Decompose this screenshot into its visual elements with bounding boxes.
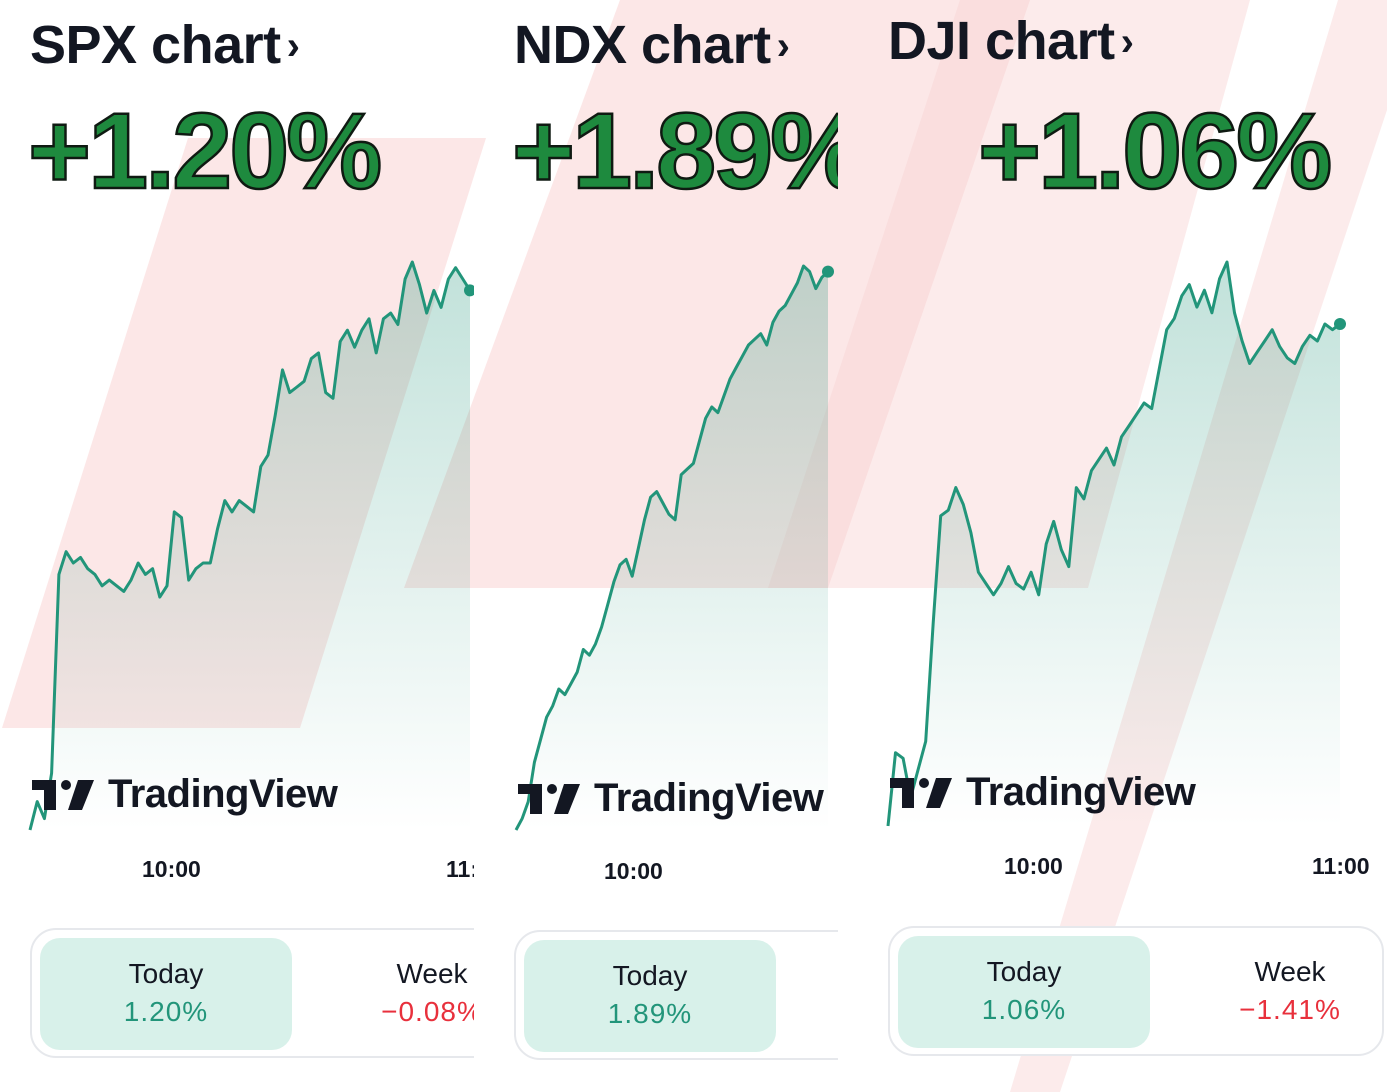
tab-label: Today	[128, 958, 204, 989]
dji-percent-change: +1.06%	[977, 89, 1334, 213]
x-tick-label: 11:00	[1312, 853, 1370, 879]
tab-today[interactable]: Today 1.06%	[898, 936, 1150, 1048]
spx-chart-link[interactable]: SPX chart ›	[30, 14, 300, 76]
chevron-right-icon: ›	[1120, 20, 1134, 64]
tab-today[interactable]: Today 1.20%	[40, 938, 292, 1050]
performance-tabs: Today 1.20% Week −0.08%	[30, 928, 474, 1058]
x-tick-label: 10:00	[1004, 853, 1063, 879]
ndx-chart-link[interactable]: NDX chart ›	[514, 14, 790, 76]
series-area-fill	[516, 266, 828, 830]
series-area-fill	[30, 262, 470, 830]
spx-chart-title: SPX chart	[30, 15, 281, 75]
tradingview-logo-icon	[32, 779, 94, 810]
last-value-dot	[822, 265, 834, 278]
tradingview-wordmark: TradingView	[966, 770, 1196, 814]
tab-week[interactable]: Week −1.41%	[1190, 936, 1387, 1048]
tab-today[interactable]: Today 1.89%	[524, 940, 776, 1052]
last-value-dot	[464, 284, 474, 297]
ndx-panel: NDX chart › +1.89% TradingView 10:00 Toda…	[474, 0, 838, 1092]
tradingview-logo-icon	[890, 777, 952, 808]
dji-area-chart	[886, 260, 1346, 827]
tab-value: 1.20%	[123, 996, 209, 1027]
chevron-right-icon: ›	[776, 24, 790, 68]
x-tick-label: 10:00	[604, 858, 663, 884]
tab-label: Week	[396, 958, 468, 989]
tradingview-logo-icon	[518, 783, 580, 814]
series-line	[886, 260, 1341, 827]
tab-label: Week	[1254, 956, 1326, 987]
spx-percent-change: +1.20%	[27, 89, 384, 213]
series-line	[514, 264, 830, 831]
tradingview-wordmark: TradingView	[594, 776, 824, 820]
last-value-dot	[1334, 318, 1346, 331]
tab-label: Today	[612, 960, 688, 991]
x-tick-label: 10:00	[142, 856, 201, 882]
tab-value: 1.89%	[607, 998, 693, 1029]
ndx-percent-change: +1.89%	[511, 89, 838, 213]
dji-chart-link[interactable]: DJI chart ›	[888, 10, 1134, 72]
ndx-area-chart	[514, 264, 834, 831]
tradingview-wordmark: TradingView	[108, 772, 338, 816]
tradingview-logo[interactable]: TradingView	[890, 770, 1196, 815]
chevron-right-icon: ›	[286, 24, 300, 68]
performance-tabs: Today 1.89%	[514, 930, 838, 1060]
tab-week[interactable]: Week −0.08%	[332, 938, 474, 1050]
ndx-chart-title: NDX chart	[514, 15, 771, 75]
series-line	[28, 260, 472, 831]
performance-tabs: Today 1.06% Week −1.41%	[888, 926, 1384, 1056]
tradingview-logo[interactable]: TradingView	[32, 772, 338, 817]
spx-panel: SPX chart› +1.20% TradingView 10:00 11:0…	[0, 0, 474, 1092]
x-tick-label: 11:00	[446, 856, 474, 882]
tab-value: −0.08%	[381, 996, 474, 1027]
spx-area-chart	[28, 260, 474, 831]
dji-panel: DJI chart › +1.06% TradingView 10:00 11:0…	[838, 0, 1387, 1092]
dji-chart-title: DJI chart	[888, 11, 1115, 71]
tradingview-logo[interactable]: TradingView	[518, 776, 824, 821]
tab-value: 1.06%	[981, 994, 1067, 1025]
series-area-fill	[888, 262, 1340, 826]
tab-label: Today	[986, 956, 1062, 987]
tab-value: −1.41%	[1239, 994, 1341, 1025]
